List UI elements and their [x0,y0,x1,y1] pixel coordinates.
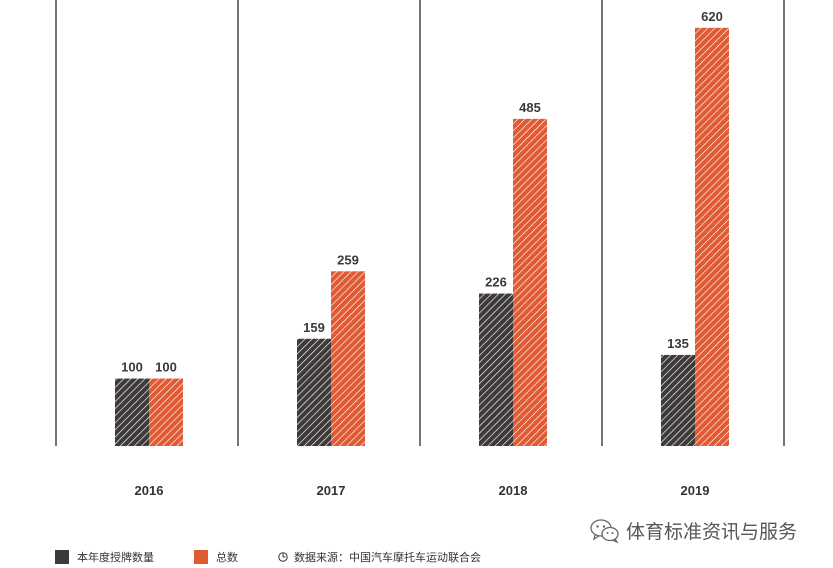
bar-2019-series-1 [661,354,695,446]
legend: 本年度授牌数量 总数 数据来源：中国汽车摩托车运动联合会 [55,549,481,565]
legend-label-total: 总数 [216,551,238,564]
value-label-2019-series-1: 135 [667,336,689,351]
legend-item-annual: 本年度授牌数量 [55,549,154,565]
value-label-2016-series-2: 100 [155,360,177,375]
wechat-icon [590,518,619,543]
bar-2016-series-1 [115,378,149,446]
value-label-2018-series-1: 226 [485,275,507,290]
data-source-text: 数据来源：中国汽车摩托车运动联合会 [294,551,481,564]
bar-2016-series-2 [149,378,183,446]
bar-2018-series-1 [479,293,513,446]
value-label-2016-series-1: 100 [121,360,143,375]
value-label-2019-series-2: 620 [701,9,723,24]
x-tick-label-2016: 2016 [135,483,164,498]
watermark: 体育标准资讯与服务 [590,517,797,544]
legend-swatch-total [194,550,208,564]
legend-item-total: 总数 [194,549,238,565]
bar-chart: 100 100 2016 159 259 2017 226 485 2018 135 620 2019 [55,0,785,498]
bar-2018-series-2 [513,118,547,447]
legend-label-annual: 本年度授牌数量 [77,551,154,564]
bar-2019-series-2 [695,27,729,447]
clock-icon [278,552,288,562]
x-tick-label-2019: 2019 [681,483,710,498]
value-label-2017-series-1: 159 [303,320,325,335]
watermark-text: 体育标准资讯与服务 [626,521,798,543]
legend-swatch-annual [55,550,69,564]
data-source: 数据来源：中国汽车摩托车运动联合会 [278,549,481,565]
bar-2017-series-2 [331,271,365,446]
value-label-2018-series-2: 485 [519,100,541,115]
value-label-2017-series-2: 259 [337,252,359,267]
x-tick-label-2018: 2018 [499,483,528,498]
x-tick-label-2017: 2017 [317,483,346,498]
bar-2017-series-1 [297,338,331,446]
